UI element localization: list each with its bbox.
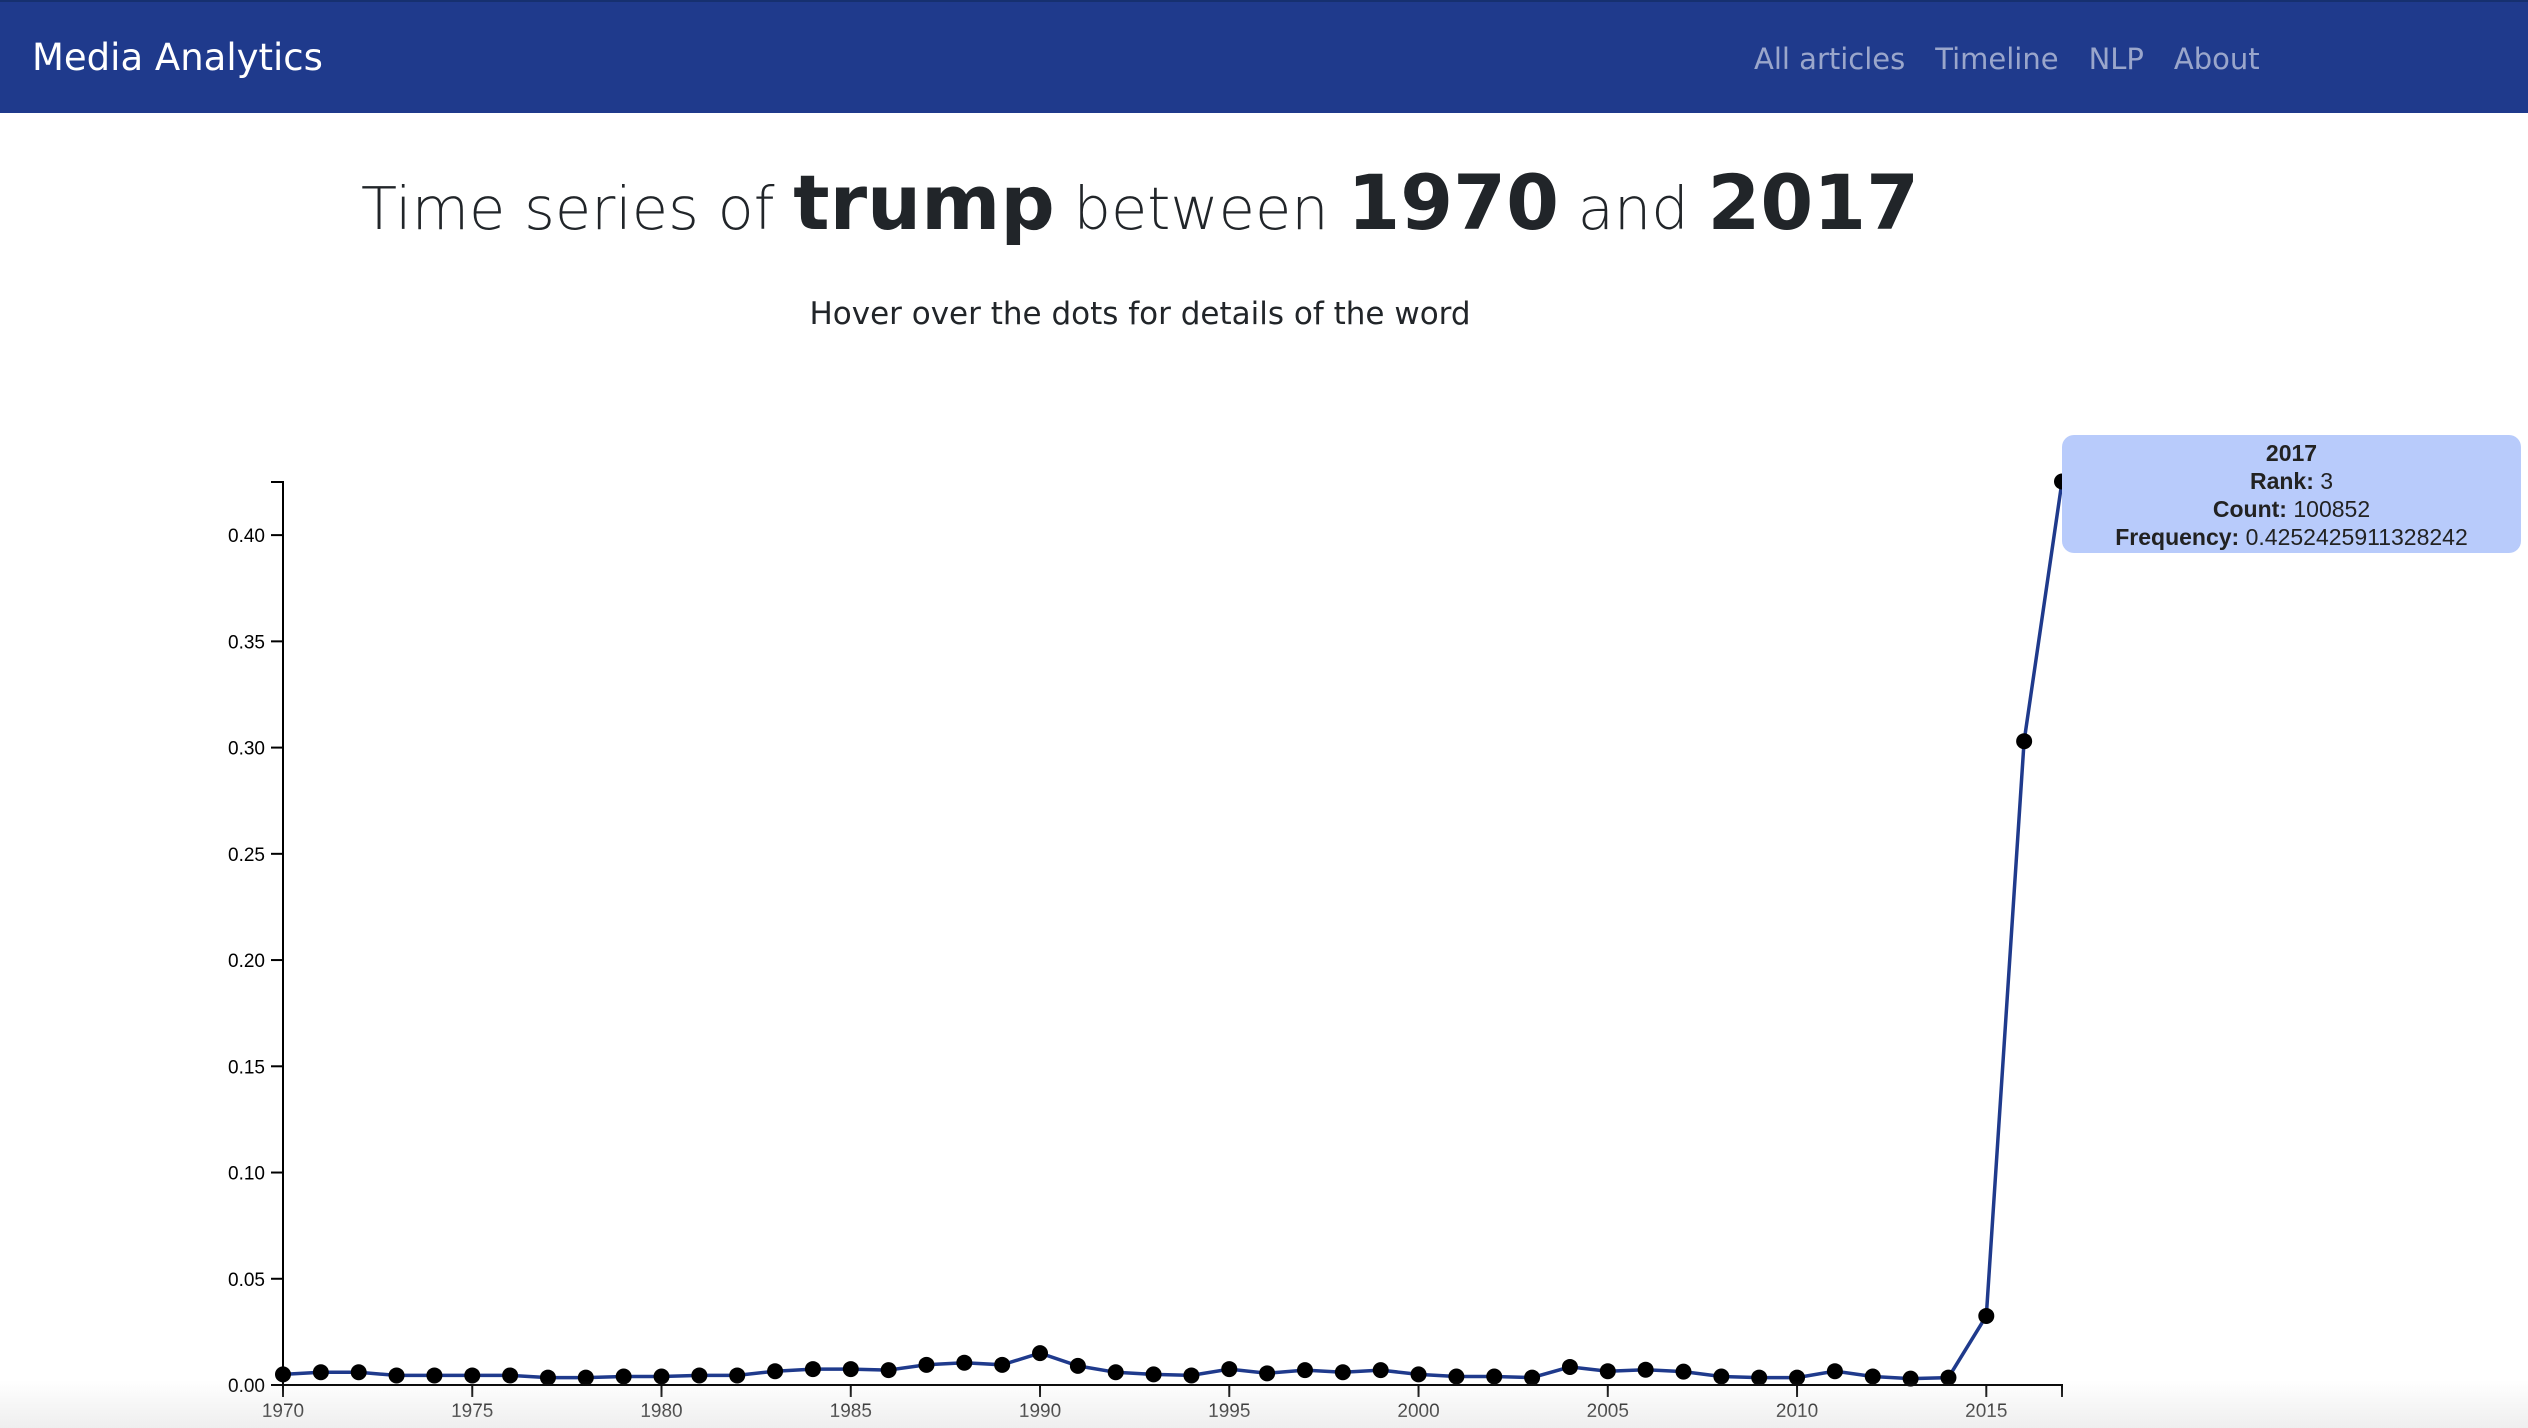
data-point-2000[interactable] bbox=[1410, 1366, 1427, 1383]
data-point-2008[interactable] bbox=[1713, 1368, 1730, 1385]
data-point-1987[interactable] bbox=[918, 1356, 935, 1373]
x-tick-label-4: 1990 bbox=[1019, 1401, 1061, 1422]
brand-logo[interactable]: Media Analytics bbox=[32, 36, 323, 79]
data-point-1976[interactable] bbox=[502, 1367, 519, 1384]
data-point-2006[interactable] bbox=[1637, 1361, 1654, 1378]
x-axis-line bbox=[282, 1384, 2063, 1397]
data-point-1993[interactable] bbox=[1145, 1366, 1162, 1383]
x-tick-label-2: 1980 bbox=[640, 1401, 682, 1422]
y-tick-label-8: 0.40 bbox=[228, 526, 265, 547]
y-tick-label-2: 0.10 bbox=[228, 1164, 265, 1185]
page-subtitle: Hover over the dots for details of the w… bbox=[809, 296, 1471, 332]
data-point-2012[interactable] bbox=[1864, 1368, 1881, 1385]
nav-link-all-articles[interactable]: All articles bbox=[1754, 41, 1906, 76]
data-point-1974[interactable] bbox=[426, 1367, 443, 1384]
x-tick-label-0: 1970 bbox=[262, 1401, 304, 1422]
nav-links: All articles Timeline NLP About bbox=[1754, 2, 2260, 115]
x-tick-label-1: 1975 bbox=[451, 1401, 493, 1422]
data-point-1985[interactable] bbox=[842, 1361, 859, 1378]
data-point-1999[interactable] bbox=[1372, 1362, 1389, 1379]
title-and: and bbox=[1577, 174, 1689, 243]
data-point-1983[interactable] bbox=[767, 1363, 784, 1380]
data-point-2010[interactable] bbox=[1789, 1369, 1806, 1386]
tooltip-rank: Rank: 3 bbox=[2249, 468, 2334, 494]
y-tick-label-3: 0.15 bbox=[228, 1057, 265, 1078]
data-point-1978[interactable] bbox=[577, 1369, 594, 1386]
data-point-2014[interactable] bbox=[1940, 1369, 1957, 1386]
data-point-2009[interactable] bbox=[1751, 1369, 1768, 1386]
data-point-2013[interactable] bbox=[1902, 1370, 1919, 1387]
data-point-1991[interactable] bbox=[1069, 1357, 1086, 1374]
data-point-1977[interactable] bbox=[539, 1369, 556, 1386]
data-point-1982[interactable] bbox=[729, 1367, 746, 1384]
data-point-1975[interactable] bbox=[464, 1367, 481, 1384]
title-word: trump bbox=[793, 158, 1055, 247]
data-point-1998[interactable] bbox=[1334, 1364, 1351, 1381]
data-point-1980[interactable] bbox=[653, 1368, 670, 1385]
x-tick-label-9: 2015 bbox=[1965, 1401, 2007, 1422]
data-point-2002[interactable] bbox=[1486, 1368, 1503, 1385]
y-tick-label-7: 0.35 bbox=[228, 632, 265, 653]
data-point-1990[interactable] bbox=[1032, 1345, 1049, 1362]
data-point-2004[interactable] bbox=[1561, 1358, 1578, 1375]
data-point-1970[interactable] bbox=[275, 1366, 291, 1383]
tooltip-frequency: Frequency: 0.4252425911328242 bbox=[2115, 524, 2468, 550]
data-point-2011[interactable] bbox=[1826, 1363, 1843, 1380]
data-point-2007[interactable] bbox=[1675, 1363, 1692, 1380]
data-point-1986[interactable] bbox=[880, 1362, 897, 1379]
data-point-1992[interactable] bbox=[1107, 1364, 1124, 1381]
title-start-year: 1970 bbox=[1347, 158, 1559, 247]
title-between: between bbox=[1073, 174, 1329, 243]
data-point-2015[interactable] bbox=[1978, 1307, 1995, 1324]
data-point-1981[interactable] bbox=[691, 1367, 708, 1384]
page-title: Time series of trump between 1970 and 20… bbox=[0, 158, 2280, 247]
x-tick-label-6: 2000 bbox=[1397, 1401, 1439, 1422]
data-point-1995[interactable] bbox=[1221, 1361, 1238, 1378]
series-line bbox=[282, 481, 2064, 1381]
y-tick-label-6: 0.30 bbox=[228, 739, 265, 760]
data-point-2016[interactable] bbox=[2016, 733, 2033, 750]
title-end-year: 2017 bbox=[1707, 158, 1920, 247]
data-point-1989[interactable] bbox=[994, 1356, 1011, 1373]
data-point-1997[interactable] bbox=[1296, 1362, 1313, 1379]
y-tick-label-0: 0.00 bbox=[228, 1376, 265, 1397]
tooltip-count: Count: 100852 bbox=[2212, 496, 2371, 522]
title-prefix: Time series of bbox=[360, 174, 775, 243]
data-point-1996[interactable] bbox=[1259, 1365, 1276, 1382]
x-tick-label-8: 2010 bbox=[1776, 1401, 1818, 1422]
data-point-1972[interactable] bbox=[350, 1364, 367, 1381]
x-tick-label-3: 1985 bbox=[830, 1401, 872, 1422]
y-tick-label-4: 0.20 bbox=[228, 951, 265, 972]
data-point-2001[interactable] bbox=[1448, 1368, 1465, 1385]
data-point-1971[interactable] bbox=[312, 1364, 329, 1381]
data-point-1988[interactable] bbox=[956, 1354, 973, 1371]
y-axis-line bbox=[271, 481, 284, 1386]
nav-link-timeline[interactable]: Timeline bbox=[1935, 41, 2059, 76]
data-point-2005[interactable] bbox=[1599, 1363, 1616, 1380]
y-tick-label-5: 0.25 bbox=[228, 845, 265, 866]
x-tick-label-7: 2005 bbox=[1587, 1401, 1629, 1422]
hover-tooltip: 2017 Rank: 3 Count: 100852 Frequency: 0.… bbox=[2062, 435, 2521, 553]
y-tick-label-1: 0.05 bbox=[228, 1270, 265, 1291]
data-point-1979[interactable] bbox=[615, 1368, 632, 1385]
tooltip-year: 2017 bbox=[2265, 440, 2318, 466]
data-point-1984[interactable] bbox=[804, 1361, 821, 1378]
navbar: Media Analytics All articles Timeline NL… bbox=[0, 0, 2528, 113]
data-point-1973[interactable] bbox=[388, 1367, 405, 1384]
data-point-1994[interactable] bbox=[1183, 1367, 1200, 1384]
data-point-2003[interactable] bbox=[1524, 1369, 1541, 1386]
nav-link-about[interactable]: About bbox=[2173, 41, 2260, 76]
x-tick-label-5: 1995 bbox=[1208, 1401, 1250, 1422]
nav-link-nlp[interactable]: NLP bbox=[2088, 41, 2144, 76]
